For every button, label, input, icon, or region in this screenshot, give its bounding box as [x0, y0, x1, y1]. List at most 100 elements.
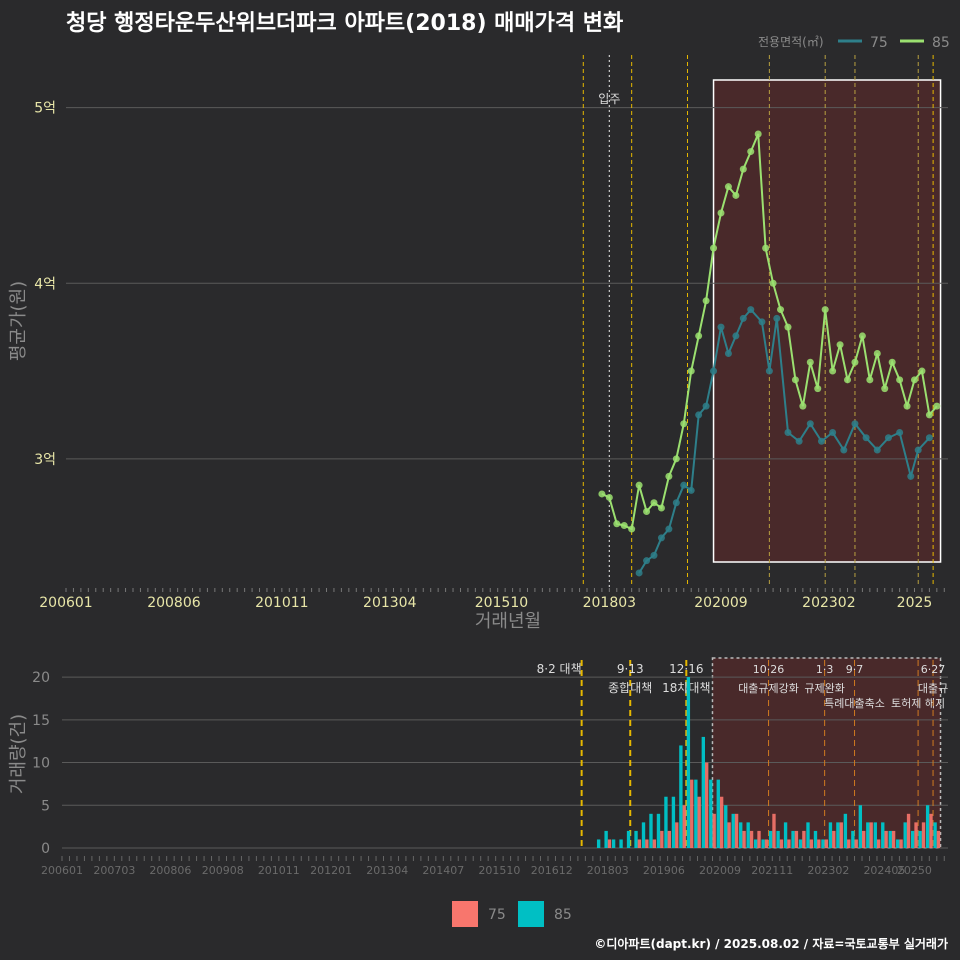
data-point-75	[795, 437, 803, 445]
x-tick-label: 201304	[363, 595, 417, 611]
data-point-85	[687, 367, 695, 375]
policy-date: 6·27	[921, 663, 946, 676]
bar-75	[914, 822, 918, 848]
data-point-85	[747, 148, 755, 156]
bar-85	[709, 779, 713, 848]
bar-75	[832, 830, 836, 848]
bar-85	[724, 805, 728, 848]
policy-date: 9·13	[617, 662, 644, 676]
bar-85	[679, 745, 683, 848]
data-point-75	[672, 499, 680, 507]
bar-85	[798, 839, 803, 848]
x-tick-label: 201510	[478, 864, 520, 877]
x-tick-label: 201612	[531, 864, 573, 877]
data-point-85	[598, 490, 606, 498]
bar-75	[675, 822, 679, 848]
bar-75	[802, 830, 806, 848]
x-tick-label: 200601	[41, 864, 83, 877]
x-tick-label: 202302	[807, 864, 849, 877]
x-tick-label: 20250	[897, 864, 932, 877]
data-point-85	[672, 455, 680, 463]
data-point-85	[925, 411, 933, 419]
bar-75	[712, 813, 716, 848]
bar-85	[604, 830, 608, 848]
x-tick-label: 201510	[475, 595, 528, 611]
x-tick-label: 202405	[863, 864, 905, 877]
policy-date: 9·7	[846, 663, 864, 676]
y-tick-label: 3억	[34, 452, 56, 468]
bar-85	[761, 839, 765, 848]
data-point-75	[817, 437, 825, 445]
bar-75	[719, 796, 724, 848]
data-point-85	[903, 402, 911, 410]
x-tick-label: 201304	[366, 864, 408, 877]
x-tick-label: 201906	[643, 864, 685, 877]
bar-75	[906, 813, 911, 848]
data-point-85	[829, 367, 837, 375]
data-point-75	[773, 314, 781, 322]
bar-85	[791, 830, 795, 848]
bar-75	[869, 822, 873, 848]
data-point-85	[777, 306, 785, 314]
bar-85	[701, 736, 706, 848]
data-point-85	[762, 244, 770, 252]
highlight-region	[711, 657, 942, 849]
bar-85	[851, 830, 855, 848]
data-point-75	[758, 318, 766, 326]
data-point-75	[925, 434, 933, 442]
bar-75	[876, 839, 881, 848]
x-tick-label: 201407	[422, 864, 464, 877]
bar-75	[645, 839, 649, 848]
bar-85	[694, 779, 698, 848]
data-point-75	[710, 367, 718, 375]
data-point-85	[650, 499, 658, 507]
bar-75	[607, 839, 612, 848]
y-tick-label: 15	[32, 713, 50, 729]
legend-swatch-85	[518, 901, 544, 927]
bar-75	[854, 839, 858, 848]
bar-85	[806, 822, 810, 848]
bar-75	[742, 830, 746, 848]
data-point-85	[791, 376, 799, 384]
bar-85	[866, 822, 870, 848]
policy-label: 18차대책	[662, 680, 710, 695]
bar-85	[776, 830, 780, 848]
bar-85	[881, 822, 885, 848]
bar-75	[637, 839, 642, 848]
data-point-75	[724, 349, 732, 357]
bar-75	[682, 805, 686, 848]
data-point-85	[836, 341, 844, 349]
volume-panel: 0 5 10 15 20 8·2 대책 9·13 종합대책 12·16 18차대책 10·26 대출규…	[8, 657, 948, 927]
x-tick-label: 2025	[897, 595, 933, 611]
data-point-75	[907, 472, 915, 480]
bar-85	[933, 822, 937, 848]
bar-85	[896, 839, 900, 848]
legend-label-85: 85	[932, 35, 950, 51]
x-tick-label: 201201	[310, 864, 352, 877]
data-point-85	[665, 472, 673, 480]
bar-75	[667, 830, 671, 848]
data-point-75	[765, 367, 773, 375]
data-point-85	[657, 504, 665, 512]
data-point-75	[829, 428, 837, 436]
x-axis-title: 거래년월	[475, 611, 541, 632]
bar-75	[705, 762, 709, 848]
bar-85	[768, 830, 773, 848]
bar-75	[884, 830, 888, 848]
legend-label-75: 75	[870, 35, 888, 51]
bar-85	[903, 822, 907, 848]
bar-75	[794, 830, 799, 848]
data-point-85	[680, 420, 688, 428]
data-point-75	[687, 486, 695, 494]
legend-label-85: 85	[554, 907, 572, 923]
bar-85	[649, 813, 653, 848]
data-point-85	[911, 376, 919, 384]
y-tick-label: 4억	[34, 276, 56, 292]
y-tick-label: 0	[41, 841, 50, 857]
bar-75	[787, 839, 791, 848]
data-point-75	[873, 446, 881, 454]
data-point-85	[918, 367, 926, 375]
bar-85	[671, 796, 676, 848]
